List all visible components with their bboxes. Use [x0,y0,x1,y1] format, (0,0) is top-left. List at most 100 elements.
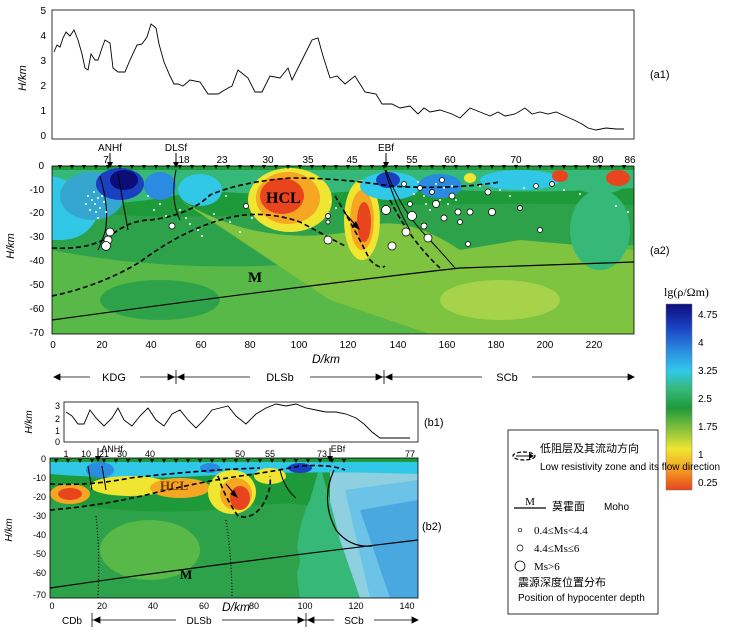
a2-xtick: 60 [195,340,207,351]
a2-xtick: 120 [340,340,357,351]
legend-moho-cn: 莫霍面 [552,500,585,513]
colorbar-swatch [665,303,693,491]
a2-station-number: 45 [346,155,358,166]
a2-fault-labels: ANHf DLSf EBf [98,143,394,168]
b2-moho-label: M [180,567,192,582]
b2-fault-anhf: ANHf [101,444,123,454]
a2-resistivity-section [52,166,634,334]
a2-ytick: -70 [30,328,45,339]
legend-moho-en: Moho [604,502,629,513]
b2-flow-arrowhead [230,490,238,498]
legend-zone-en: Low resistivity zone and its flow direct… [540,462,720,473]
b2-station-number: 73 [317,449,327,459]
b2-station-number: 10 [81,449,91,459]
a1-topography-line [53,23,624,131]
a1-ylabel: H/km [17,65,29,91]
b2-xtick: 80 [249,601,259,611]
a2-ylabel: H/km [5,233,17,259]
b2-station-number: 77 [405,449,415,459]
a2-station-number: 60 [444,155,456,166]
b2-region-mask [334,614,374,627]
panel-a1: 5 4 3 2 1 0 H/km (a1) [17,6,670,142]
b2-ytick: -50 [33,549,46,559]
b2-ytick: -30 [33,511,46,521]
colorbar-ticks: 4.75 4 3.25 2.5 1.75 1 0.25 [698,310,718,489]
legend-ms1: 0.4≤Ms<4.4 [534,525,588,537]
b2-xtick: 20 [97,601,107,611]
legend-frame [507,429,659,615]
b1-panel-label: (b1) [424,417,444,429]
a2-hcl-label: HCL [266,190,301,207]
panel-a2: 7 18 23 30 35 45 55 60 70 80 86 ANHf DLS… [5,143,670,384]
colorbar-title: lg(ρ/Ωm) [664,285,709,299]
a1-ytick: 5 [40,6,46,17]
a2-ytick: -10 [30,185,45,196]
colorbar-tick: 0.25 [698,478,718,489]
b2-station-numbers: 1 10 21 30 40 50 55 73 77 [63,449,415,459]
legend-arrowhead-icon [529,453,534,459]
legend-ms-medium-icon [516,544,524,552]
b2-xtick: 120 [348,601,363,611]
panel-b2: 1 10 21 30 40 50 55 73 77 ANHf EBf HCL M… [4,444,442,627]
a1-ytick: 0 [40,131,46,142]
a2-fault-anhf: ANHf [98,143,122,154]
a2-ytick: -60 [30,304,45,315]
b2-station-number: 40 [145,449,155,459]
b2-frame [49,457,419,599]
a2-region-mask [482,370,532,384]
a2-region-mask [90,370,140,384]
a2-xtick: 180 [488,340,505,351]
a1-y-ticks: 5 4 3 2 1 0 [40,6,46,142]
a2-xtick: 80 [244,340,256,351]
legend-ms-large-icon [514,560,526,572]
b2-xtick: 100 [297,601,312,611]
b2-region-dlsb: DLSb [186,616,211,627]
a2-region-kdg: KDG [102,372,126,384]
colorbar-tick: 4 [698,338,704,349]
b2-fault-labels: ANHf EBf [95,444,346,462]
b2-ytick: -20 [33,492,46,502]
b2-x-ticks: 0 20 40 60 80 100 120 140 [49,601,414,611]
a1-ytick: 4 [40,31,46,42]
a2-xtick: 160 [439,340,456,351]
a1-ytick: 3 [40,56,46,67]
b2-xlabel: D/km [222,600,250,614]
b2-panel-label: (b2) [422,521,442,533]
legend-moho-symbol: M [525,496,535,508]
a2-station-markers [58,165,626,169]
b2-station-markers [54,459,346,463]
a2-station-number: 30 [262,155,274,166]
legend-hypo-en: Position of hypocenter depth [518,593,645,604]
a2-xtick: 40 [145,340,157,351]
a2-ytick: -20 [30,208,45,219]
a2-xtick: 140 [390,340,407,351]
legend-zone-symbol [512,451,536,461]
a2-panel-label: (a2) [650,245,670,257]
b1-ylabel: H/km [24,410,35,433]
legend: 低阻层及其流动方向 Low resistivity zone and its f… [507,429,720,615]
a2-small-events [85,181,629,237]
legend-ms2: 4.4≤Ms≤6 [534,543,580,555]
b1-ytick: 1 [55,426,60,436]
b2-xtick: 140 [399,601,414,611]
a1-panel-label: (a1) [650,69,670,81]
a1-ytick: 1 [40,106,46,117]
a2-station-number: 80 [592,155,604,166]
a2-xtick: 200 [537,340,554,351]
b2-ytick: -70 [33,590,46,600]
b2-fault-ebf: EBf [331,444,346,454]
colorbar-tick: 1.75 [698,422,718,433]
b2-station-number: 30 [117,449,127,459]
a2-region-mask [250,370,310,384]
a2-station-numbers: 7 18 23 30 35 45 55 60 70 80 86 [103,155,636,166]
legend-hypo-cn: 震源深度位置分布 [518,575,606,589]
b2-y-ticks: 0 -10 -20 -30 -40 -50 -60 -70 [33,454,46,600]
b1-topography-line [65,403,410,439]
a2-station-number: 7 [103,155,109,166]
a2-station-number: 55 [406,155,418,166]
colorbar-tick: 2.5 [698,394,712,405]
b1-frame [63,401,419,443]
b2-region-mask [176,614,222,627]
a2-overlay-lines [52,169,634,321]
a2-moho-label: M [248,270,262,286]
